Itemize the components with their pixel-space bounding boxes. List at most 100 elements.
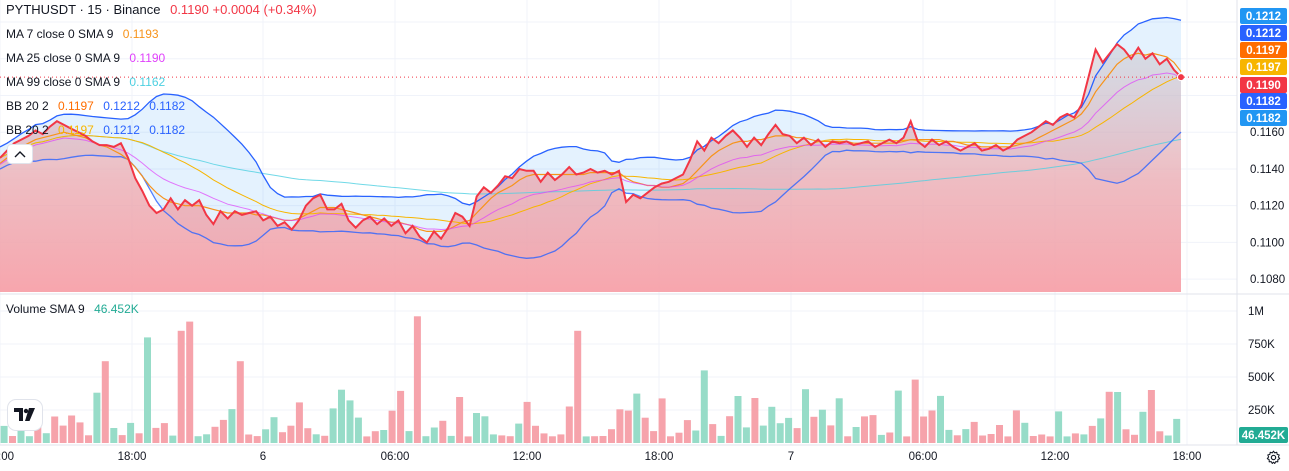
volume-bar [877, 434, 885, 443]
price-badge [1240, 8, 1287, 24]
volume-bar [717, 435, 725, 443]
volume-bar [295, 402, 303, 443]
volume-bar [700, 370, 708, 443]
volume-bar [25, 436, 33, 443]
volume-bar [380, 430, 388, 443]
volume-bar [869, 415, 877, 443]
volume-bar [523, 401, 531, 443]
volume-bar [641, 417, 649, 443]
legend-collapse-button[interactable] [7, 144, 33, 164]
volume-bar [785, 417, 793, 443]
time-axis-label: 18:00 [118, 451, 147, 463]
volume-bar [430, 427, 438, 443]
volume-bar [413, 316, 421, 443]
symbol-name[interactable]: PYTHUSDT [6, 2, 76, 17]
ma7-line [0, 52, 1182, 232]
volume-axis-tick-label: 1M [1248, 306, 1264, 318]
volume-badge [1239, 427, 1288, 443]
volume-bar [515, 423, 523, 443]
volume-badge-label: 46.452K [1242, 430, 1286, 442]
volume-bar [1004, 436, 1012, 443]
volume-bar [1080, 434, 1088, 443]
volume-bar [928, 410, 936, 443]
bollinger-band-fill [0, 17, 1181, 259]
interval-label[interactable]: 15 [87, 2, 102, 17]
volume-bar [1029, 436, 1037, 443]
volume-legend[interactable]: Volume SMA 9 46.452K [6, 302, 139, 316]
volume-bar [498, 435, 506, 443]
volume-bar [9, 436, 16, 443]
volume-bar [1139, 411, 1147, 443]
time-axis-label: 12:00 [1041, 451, 1070, 463]
price-badge-label: 0.1212 [1246, 28, 1281, 40]
volume-bar [683, 420, 691, 443]
time-axis-label: 7 [788, 451, 794, 463]
indicator-legend-bb-2[interactable]: BB 20 2 0.1197 0.1212 0.1182 [6, 122, 185, 138]
volume-bar [962, 429, 970, 443]
volume-axis-tick-label: 250K [1248, 405, 1275, 417]
volume-bar [186, 321, 194, 443]
volume-bar [1156, 431, 1164, 443]
ma99-line [0, 134, 1182, 195]
indicator-legend-ma25[interactable]: MA 25 close 0 SMA 9 0.1190 [6, 50, 165, 66]
separator-dot: · [79, 2, 84, 17]
volume-bar [557, 434, 565, 443]
volume-bar [321, 435, 329, 443]
indicator-value: 0.1193 [122, 27, 159, 41]
volume-bar [388, 410, 396, 443]
volume-bar [894, 390, 902, 443]
volume-bar [726, 416, 734, 443]
volume-bar [219, 419, 227, 443]
price-badge-label: 0.1212 [1246, 11, 1281, 23]
volume-bar [616, 409, 624, 443]
volume-bar [422, 436, 430, 443]
volume-bar [709, 424, 717, 443]
volume-bar [481, 416, 489, 443]
volume-bar [279, 432, 286, 443]
volume-bar [85, 435, 92, 443]
volume-bar [692, 430, 700, 443]
volume-bar [34, 420, 42, 443]
tradingview-logo-icon[interactable] [8, 400, 42, 430]
indicator-legend-ma7[interactable]: MA 7 close 0 SMA 9 0.1193 [6, 26, 159, 42]
indicator-label: MA 25 close 0 SMA 9 [6, 51, 121, 65]
volume-bar [591, 436, 599, 443]
bb-lower-value: 0.1182 [149, 123, 186, 137]
volume-bar [624, 410, 632, 443]
bb-basis-value: 0.1197 [58, 99, 94, 113]
volume-bar [548, 436, 556, 443]
price-badge-label: 0.1182 [1246, 113, 1281, 125]
symbol-legend[interactable]: PYTHUSDT · 15 · Binance 0.1190 +0.0004 (… [6, 2, 317, 18]
volume-bar [1055, 411, 1063, 443]
price-axis-tick-label: 0.1100 [1250, 237, 1284, 249]
volume-legend-label: Volume SMA 9 [6, 302, 85, 316]
volume-bar [439, 420, 447, 443]
volume-bar [1173, 418, 1181, 443]
volume-bar [228, 409, 236, 443]
exchange-label: Binance [113, 2, 161, 17]
gear-icon[interactable] [1265, 449, 1281, 465]
volume-bar [68, 415, 76, 443]
volume-bar [1131, 434, 1138, 443]
indicator-legend-bb-1[interactable]: BB 20 2 0.1197 0.1212 0.1182 [6, 98, 185, 114]
volume-bar [127, 422, 135, 443]
price-change-percent: (+0.34%) [263, 2, 317, 17]
volume-bar [734, 396, 742, 443]
volume-bar [329, 408, 337, 443]
price-badge [1240, 59, 1287, 75]
volume-bar [144, 337, 151, 443]
volume-bar [177, 330, 185, 443]
volume-bar [51, 416, 59, 443]
volume-bar [287, 425, 295, 443]
indicator-legend-ma99[interactable]: MA 99 close 0 SMA 9 0.1162 [6, 74, 165, 90]
volume-bar [1021, 422, 1029, 443]
volume-bar [565, 406, 573, 443]
indicator-label: MA 7 close 0 SMA 9 [6, 27, 114, 41]
volume-bar [506, 436, 514, 443]
price-axis-tick-label: 0.1140 [1250, 164, 1284, 176]
volume-bar [1097, 418, 1105, 443]
volume-bar [447, 435, 455, 443]
price-badge-label: 0.1182 [1246, 96, 1281, 108]
